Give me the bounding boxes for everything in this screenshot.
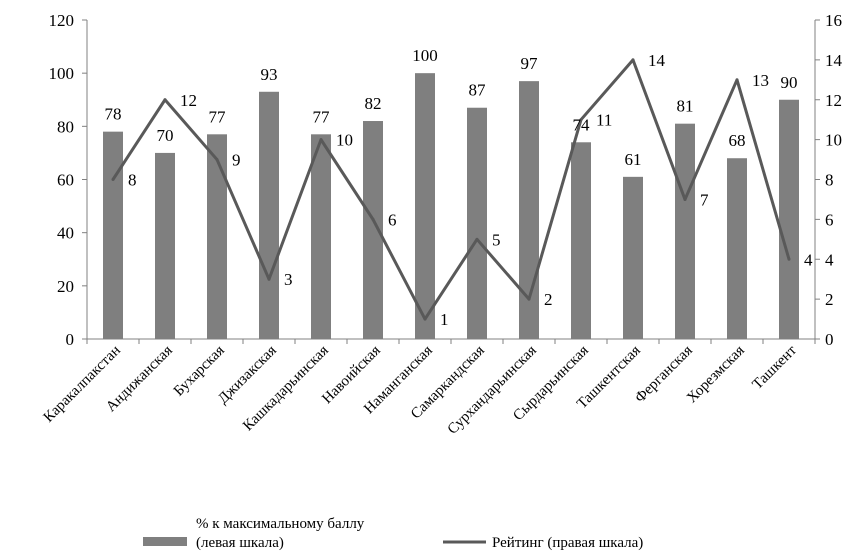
bar	[675, 123, 695, 339]
line-point	[371, 217, 375, 221]
y-right-tick-label: 8	[825, 171, 834, 190]
line-value-label: 5	[492, 230, 501, 249]
y-right-tick-label: 16	[825, 11, 842, 30]
line-point	[111, 178, 115, 181]
category-label: Сурхандарьинская	[445, 342, 540, 437]
y-left-tick-label: 0	[66, 330, 75, 349]
y-right-tick-label: 4	[825, 250, 834, 269]
line-point	[683, 197, 687, 201]
bar	[207, 134, 227, 339]
bar-value-label: 81	[677, 97, 694, 116]
line-value-label: 7	[700, 190, 709, 209]
legend-bar-label-line: (левая шкала)	[196, 535, 284, 551]
line-value-label: 12	[180, 91, 197, 110]
bar	[727, 158, 747, 339]
y-left-tick-label: 120	[49, 11, 75, 30]
bar	[467, 107, 487, 339]
bar-value-label: 97	[521, 54, 539, 73]
bar-value-label: 74	[573, 115, 591, 134]
y-right-tick-label: 2	[825, 290, 834, 309]
line-point	[787, 257, 791, 261]
bar-value-label: 82	[365, 94, 382, 113]
bar-value-label: 68	[729, 131, 746, 150]
line-point	[579, 118, 583, 122]
y-left-tick-label: 80	[57, 117, 74, 136]
bar-value-label: 100	[412, 46, 438, 65]
bar-value-label: 70	[157, 126, 174, 145]
line-value-label: 13	[752, 71, 769, 90]
line-point	[215, 158, 219, 162]
y-right-tick-label: 6	[825, 210, 834, 229]
y-right-tick-label: 0	[825, 330, 834, 349]
bar	[623, 176, 643, 339]
bar	[779, 99, 799, 339]
line-value-label: 2	[544, 290, 553, 309]
y-left-tick-label: 60	[57, 171, 74, 190]
bar-value-label: 87	[469, 81, 487, 100]
line-value-label: 1	[440, 310, 449, 329]
line-point	[163, 98, 167, 102]
line-value-label: 11	[596, 111, 612, 130]
line-value-label: 6	[388, 210, 397, 229]
line-point	[423, 317, 427, 321]
line-point	[267, 277, 271, 281]
y-right-tick-label: 10	[825, 131, 842, 150]
bar-value-label: 90	[781, 73, 798, 92]
legend-bar-label-line: % к максимальному баллу	[196, 516, 365, 532]
line-value-label: 3	[284, 270, 293, 289]
bar-value-label: 77	[209, 107, 227, 126]
legend-bar-label: % к максимальному баллу (левая шкала)	[196, 516, 365, 551]
line-value-label: 14	[648, 51, 666, 70]
bar	[103, 131, 123, 339]
y-left-tick-label: 100	[49, 64, 75, 83]
category-label: Ташкент	[750, 342, 801, 393]
line-point	[735, 78, 739, 82]
rating-line	[111, 58, 791, 321]
line-value-label: 10	[336, 131, 353, 150]
bar-value-label: 77	[313, 107, 331, 126]
bar	[415, 73, 435, 340]
legend-bar-swatch	[143, 537, 187, 546]
line-value-label: 4	[804, 250, 813, 269]
bar	[571, 142, 591, 339]
line-point	[319, 138, 323, 142]
line-point	[475, 237, 479, 241]
bar	[259, 91, 279, 340]
y-right-tick-label: 14	[825, 51, 843, 70]
line-value-label: 9	[232, 151, 241, 170]
line-point	[527, 297, 531, 301]
bar	[363, 121, 383, 340]
bar	[155, 152, 175, 339]
line-point	[631, 58, 635, 62]
bar-value-label: 78	[105, 105, 122, 124]
legend-line-label: Рейтинг (правая шкала)	[492, 535, 643, 551]
line-value-label: 8	[128, 171, 137, 190]
bar-value-label: 61	[625, 150, 642, 169]
y-left-tick-label: 40	[57, 224, 74, 243]
bar	[519, 81, 539, 340]
y-right-tick-label: 12	[825, 91, 842, 110]
bar	[311, 134, 331, 339]
bar-value-label: 93	[261, 65, 278, 84]
y-left-tick-label: 20	[57, 277, 74, 296]
